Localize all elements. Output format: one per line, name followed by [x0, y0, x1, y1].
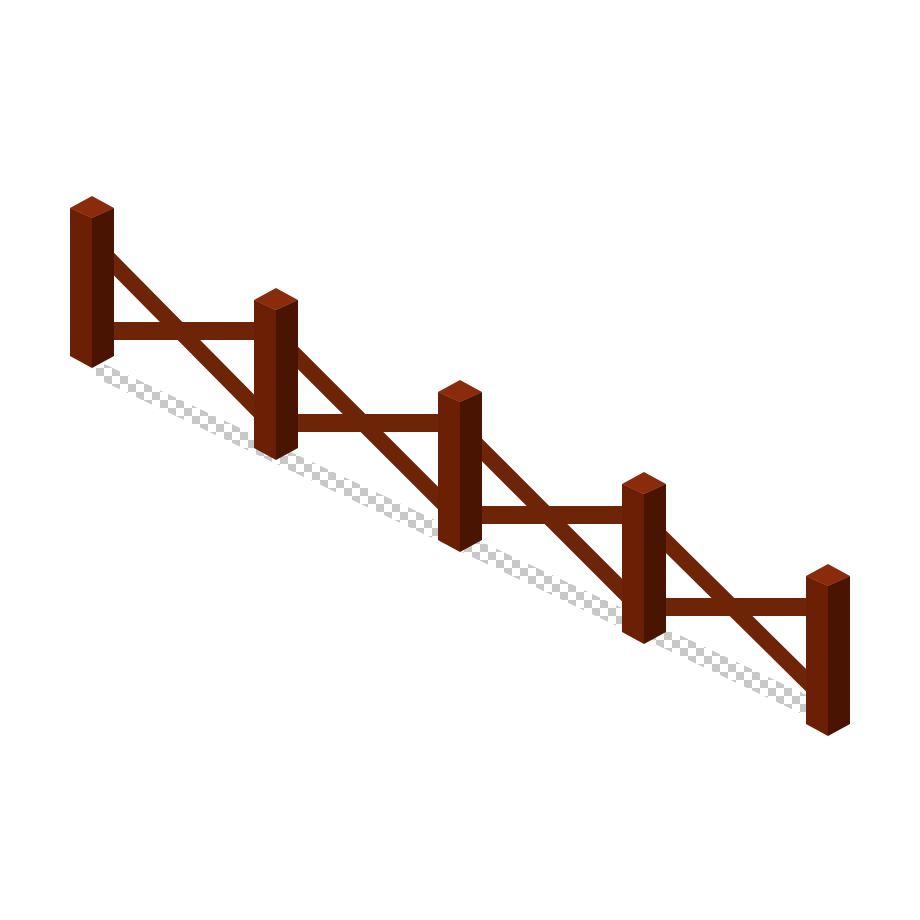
- post-front-face: [438, 392, 460, 552]
- fence-rail-diagonal: [270, 330, 464, 524]
- post-top-face: [70, 196, 114, 218]
- fence-post-3: [438, 380, 482, 552]
- fence-section-4: [638, 514, 832, 706]
- fence-section-3: [454, 422, 648, 616]
- fence-post-4: [622, 472, 666, 644]
- post-top-face: [438, 380, 482, 402]
- fence-rail-diagonal: [638, 514, 832, 706]
- post-side-face: [460, 392, 482, 552]
- post-side-face: [276, 300, 298, 460]
- fence-post-5: [806, 564, 850, 736]
- fence-rail-diagonal: [454, 422, 648, 616]
- post-top-face: [622, 472, 666, 494]
- post-side-face: [92, 208, 114, 368]
- post-front-face: [254, 300, 276, 460]
- post-front-face: [806, 576, 828, 736]
- fence-section-1: [88, 238, 280, 432]
- fence-rail-diagonal: [88, 238, 280, 432]
- fence-post-2: [254, 288, 298, 460]
- fence-section-2: [270, 330, 464, 524]
- fence-post-1: [70, 196, 114, 368]
- fence: [70, 196, 850, 736]
- post-side-face: [644, 484, 666, 644]
- post-top-face: [806, 564, 850, 586]
- post-top-face: [254, 288, 298, 310]
- post-front-face: [622, 484, 644, 644]
- post-side-face: [828, 576, 850, 736]
- post-front-face: [70, 208, 92, 368]
